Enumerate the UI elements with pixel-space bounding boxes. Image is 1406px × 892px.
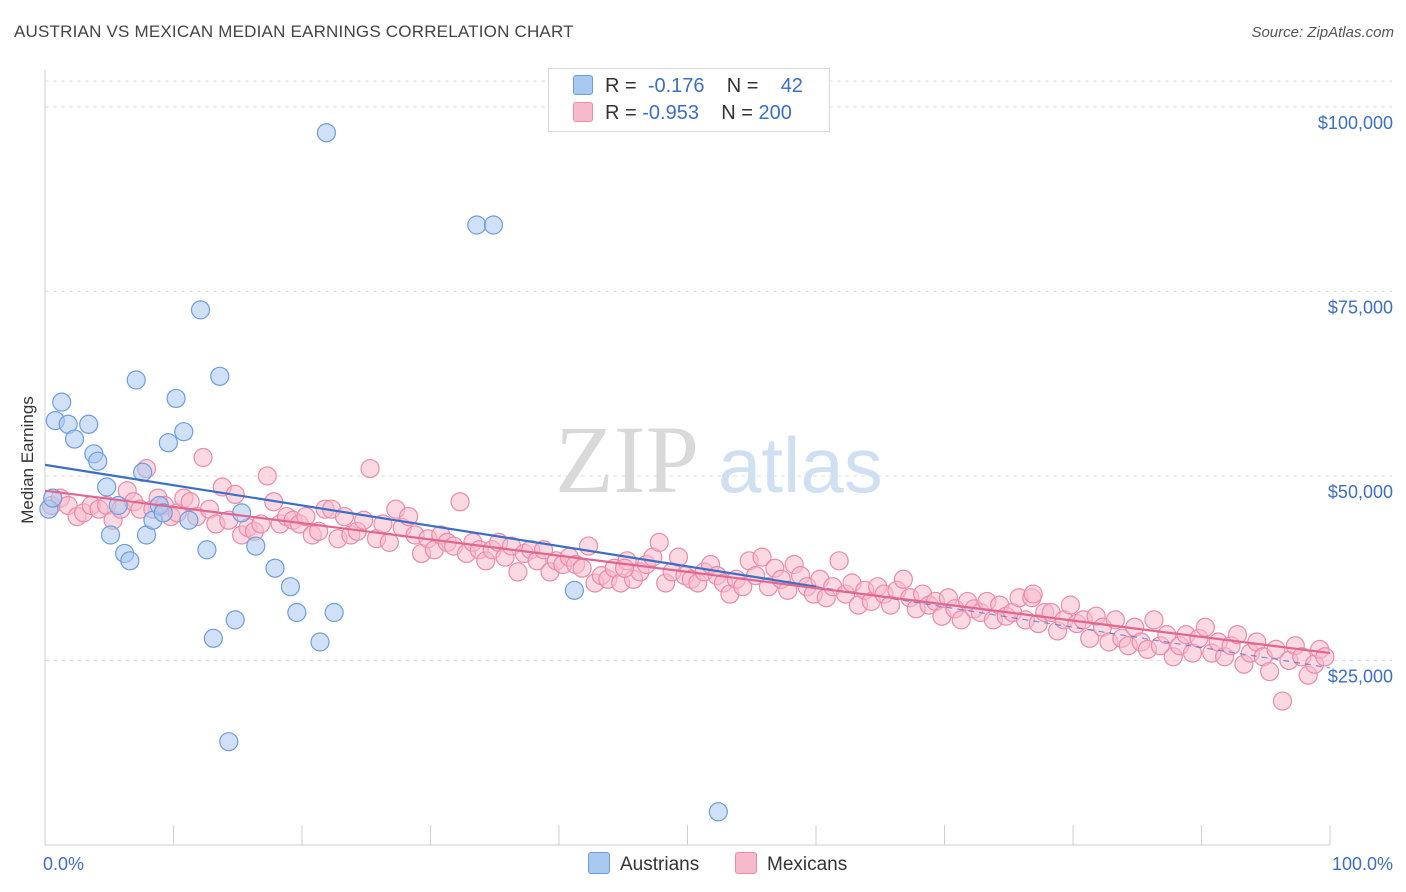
mexican-point: [733, 577, 753, 597]
austrian-point: [79, 414, 99, 434]
austrian-point: [43, 488, 63, 508]
x-tick-label-start: 0.0%: [43, 854, 84, 874]
watermark-atlas: atlas: [718, 421, 883, 509]
mexican-point: [450, 492, 470, 512]
austrian-point: [225, 610, 245, 630]
watermark-zip: ZIP: [555, 406, 699, 513]
austrian-point: [64, 429, 85, 449]
mexican-point: [508, 562, 528, 582]
mexican-point: [193, 447, 213, 468]
austrian-point: [483, 215, 504, 235]
austrian-point: [179, 510, 199, 530]
n-value: 200: [758, 102, 792, 124]
austrian-point: [166, 388, 186, 409]
austrian-point: [97, 477, 117, 497]
austrian-point: [708, 802, 728, 822]
austrian-point: [120, 551, 140, 571]
n-value: 42: [780, 75, 803, 97]
n-label: N =: [721, 102, 753, 124]
austrian-point: [280, 577, 301, 597]
mexican-point: [649, 532, 669, 552]
y-axis-label: Median Earnings: [18, 396, 37, 524]
mexican-point: [1023, 584, 1043, 604]
austrian-point: [126, 370, 146, 390]
mexican-point: [1272, 691, 1293, 711]
legend-row-austrians: R = -0.176 N = 42: [573, 75, 803, 101]
mexican-point: [1144, 610, 1164, 630]
mexican-point: [893, 569, 913, 589]
x-tick-label-end: 100.0%: [1332, 854, 1393, 874]
mexicans-swatch: [573, 102, 593, 122]
mexicans-trend-line: [44, 489, 1331, 655]
austrian-point: [287, 602, 307, 623]
austrian-point: [316, 123, 337, 143]
y-tick-label: $50,000: [1328, 482, 1393, 502]
austrian-point: [153, 503, 173, 523]
mexican-point: [668, 547, 689, 567]
trend-lines: [44, 463, 1331, 669]
austrian-point: [467, 215, 487, 235]
r-value: -0.953: [642, 102, 699, 124]
chart-title: AUSTRIAN VS MEXICAN MEDIAN EARNINGS CORR…: [14, 22, 574, 41]
legend-label: Mexicans: [767, 854, 848, 875]
legend-item-austrians: Austrians: [588, 852, 699, 876]
austrian-point: [246, 536, 266, 556]
axes: [44, 70, 1331, 846]
mexican-point: [360, 458, 380, 479]
austrian-point: [197, 540, 217, 560]
legend-label: Austrians: [620, 854, 700, 875]
r-label: R =: [605, 75, 637, 97]
austrian-point: [158, 433, 178, 453]
austrian-point: [190, 300, 211, 320]
austrian-point: [52, 392, 72, 412]
legend-row-mexicans: R = -0.953 N = 200: [573, 102, 792, 128]
mexican-point: [1260, 661, 1280, 682]
mexican-point: [1315, 647, 1335, 667]
tick-labels: $25,000 $50,000 $75,000 $100,000 0.0% 100.0%: [43, 113, 1393, 874]
austrians-trend-line: [44, 463, 817, 588]
legend-item-mexicans: Mexicans: [735, 852, 847, 876]
mexican-point: [1060, 595, 1081, 615]
austrians-swatch: [573, 75, 593, 95]
mexican-point: [1195, 617, 1215, 637]
austrian-point: [564, 580, 585, 600]
austrian-point: [265, 558, 285, 578]
austrian-point: [88, 451, 108, 471]
mexican-point: [257, 466, 277, 486]
r-value: -0.176: [647, 75, 705, 97]
stats-legend: R = -0.176 N = 42 R = -0.953 N = 200: [548, 68, 830, 132]
austrian-point: [174, 422, 194, 442]
mexican-point: [614, 558, 635, 578]
austrian-point: [219, 732, 239, 752]
mexican-point: [296, 506, 316, 527]
mexicans-swatch: [735, 852, 757, 874]
austrians-trend-extension: [815, 586, 1331, 669]
mexican-point: [951, 610, 971, 630]
mexican-point: [572, 558, 592, 578]
austrians-points: [39, 123, 728, 822]
mexican-point: [829, 551, 849, 571]
source-credit: Source: ZipAtlas.com: [1251, 24, 1394, 41]
austrian-point: [232, 503, 252, 523]
y-tick-label: $25,000: [1328, 666, 1393, 686]
austrian-point: [324, 602, 344, 623]
y-tick-label: $75,000: [1328, 297, 1393, 317]
mexican-point: [1227, 625, 1248, 645]
austrians-swatch: [588, 852, 610, 874]
austrian-point: [100, 525, 121, 545]
mexican-point: [752, 547, 772, 567]
austrian-point: [310, 632, 330, 652]
n-label: N =: [726, 75, 759, 97]
series-legend: Austrians Mexicans: [0, 852, 1406, 878]
austrian-point: [210, 366, 230, 386]
y-tick-label: $100,000: [1318, 113, 1393, 133]
austrian-point: [203, 628, 223, 648]
r-label: R =: [605, 102, 637, 124]
